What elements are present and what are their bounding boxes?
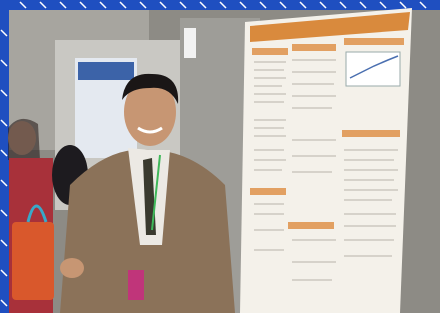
orange-bag: [12, 222, 54, 300]
badge: [128, 270, 144, 300]
blue-poster-header: [78, 62, 134, 80]
page-body: [0, 0, 440, 313]
man-hand: [60, 258, 84, 278]
woman-hair: [8, 119, 40, 160]
photo-scene: [0, 0, 440, 313]
page: {} html, body { margin: 0; padding: 0; w…: [0, 0, 440, 313]
poster-chart: [346, 52, 400, 86]
panel-sign: [184, 28, 196, 58]
